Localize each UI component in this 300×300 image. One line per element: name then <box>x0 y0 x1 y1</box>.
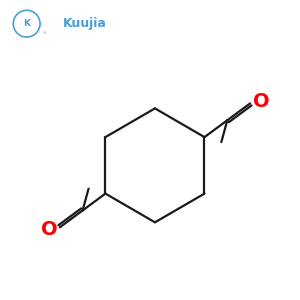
Text: O: O <box>40 220 57 239</box>
Text: °: ° <box>43 33 46 39</box>
Text: O: O <box>253 92 269 111</box>
Text: Kuujia: Kuujia <box>63 17 106 30</box>
Text: K: K <box>23 19 30 28</box>
